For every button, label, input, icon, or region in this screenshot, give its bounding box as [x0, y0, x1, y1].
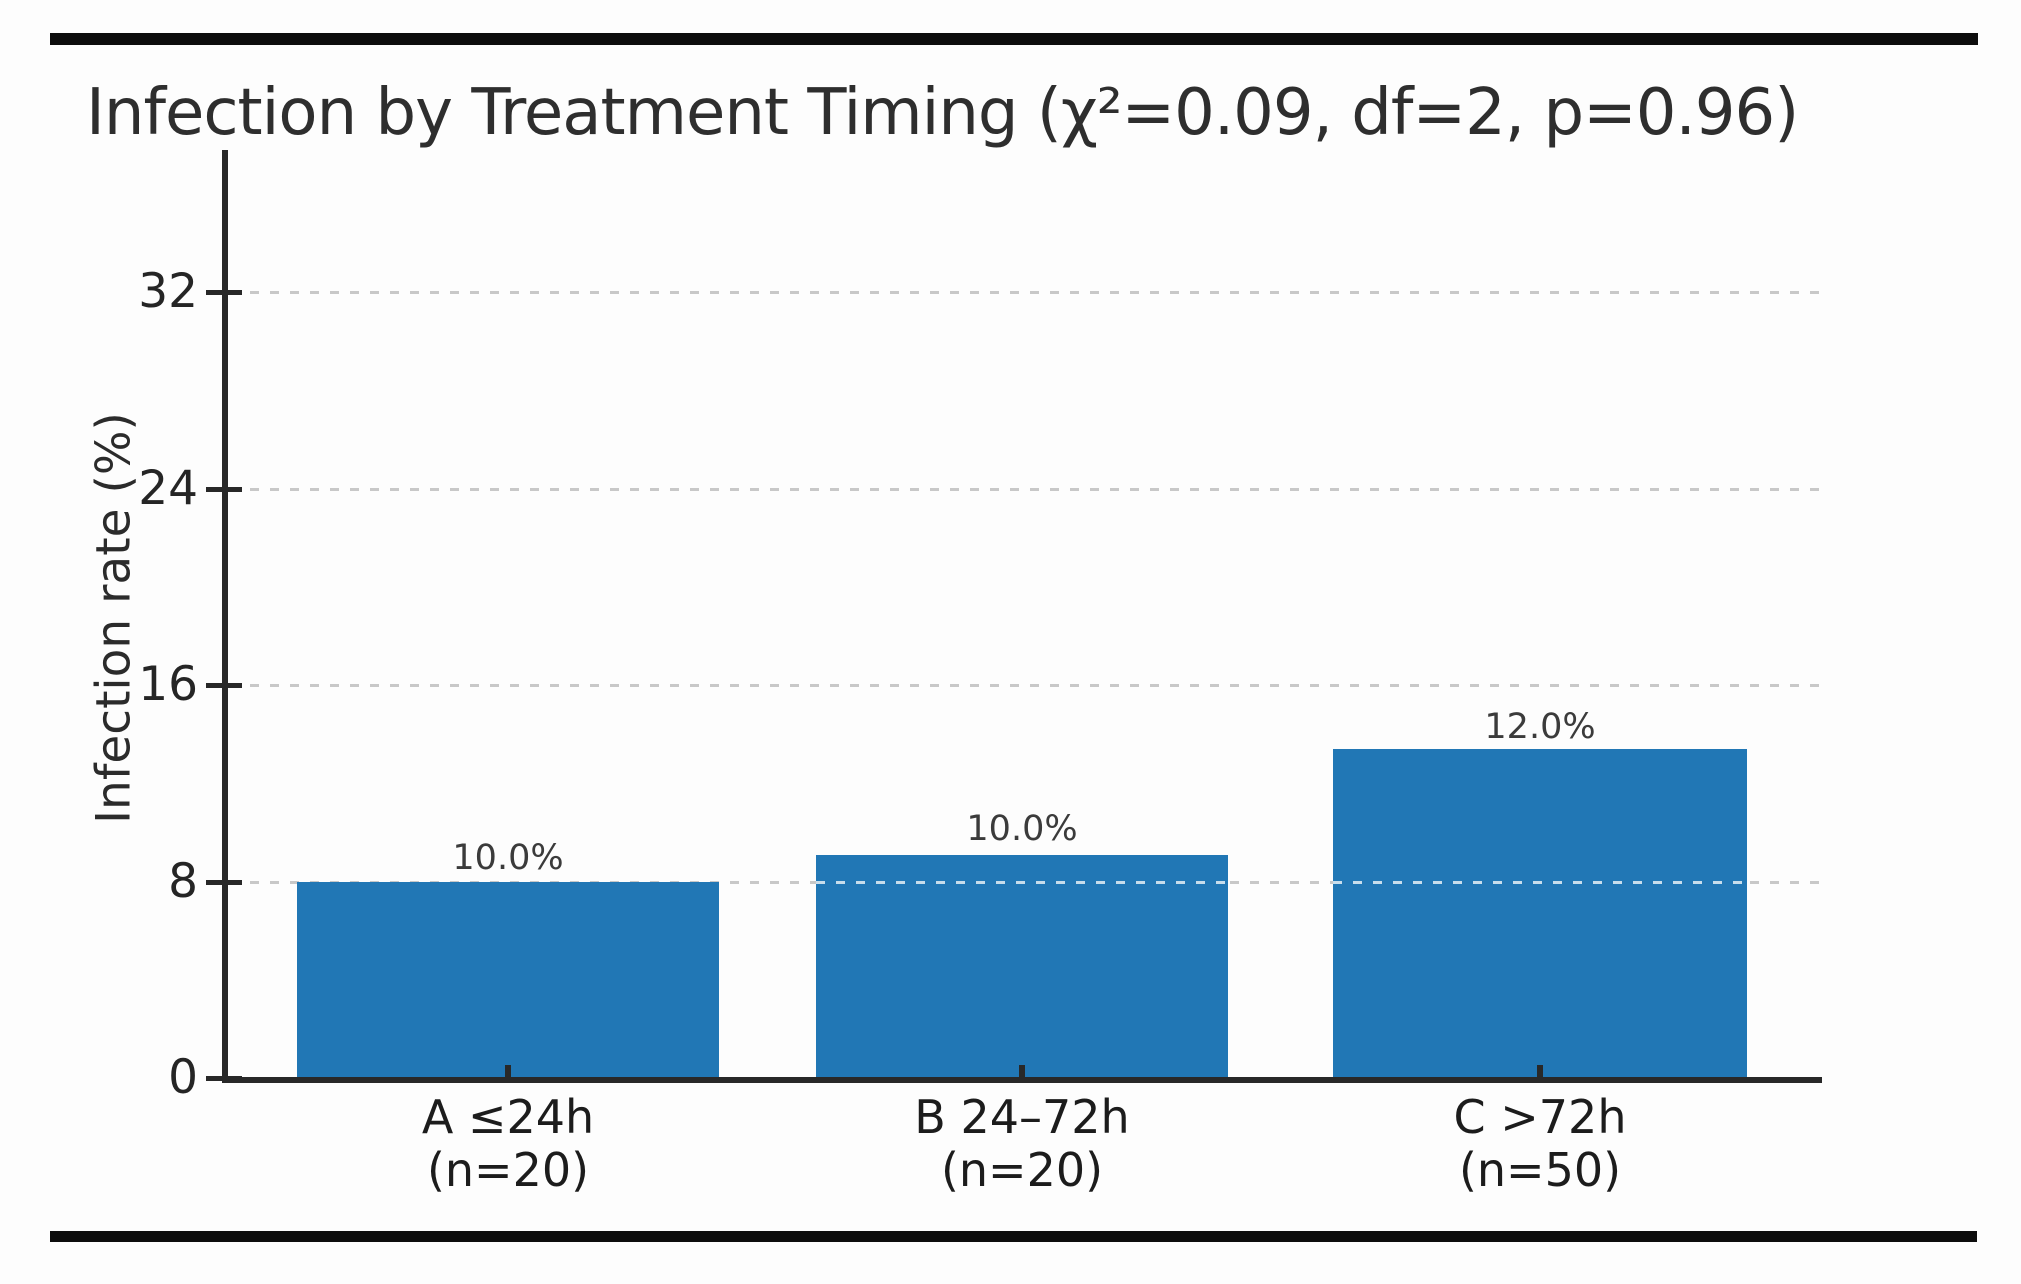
x-tick-label-line2-1: (n=20): [426, 1143, 590, 1197]
y-axis-spine: [222, 150, 228, 1083]
y-tick-label-0: 0: [168, 1050, 198, 1105]
y-gridline-24: [230, 487, 1820, 491]
gridline-over-bar-3: [1333, 880, 1747, 884]
y-tick-label-32: 32: [138, 264, 198, 320]
x-tick-label-1: A ≤24h (n=20): [288, 1091, 728, 1197]
x-tick-mark-2: [1019, 1065, 1025, 1078]
x-tick-label-2: B 24–72h (n=20): [802, 1091, 1242, 1197]
y-gridline-16: [230, 684, 1820, 688]
x-tick-label-line1-3: C >72h: [1453, 1090, 1627, 1144]
x-tick-label-line1-1: A ≤24h: [421, 1090, 595, 1144]
x-tick-mark-1: [505, 1065, 511, 1078]
x-tick-label-line1-2: B 24–72h: [914, 1090, 1130, 1144]
bar-value-label-3: 12.0%: [1484, 707, 1596, 747]
bar-value-label-2: 10.0%: [966, 809, 1078, 849]
y-tick-label-8: 8: [168, 853, 198, 909]
x-tick-label-line2-3: (n=50): [1458, 1143, 1622, 1197]
x-tick-mark-3: [1537, 1065, 1543, 1078]
top-divider-rule: [50, 33, 1978, 45]
bar-3: [1333, 749, 1747, 1077]
y-tick-label-16: 16: [138, 657, 198, 713]
bar-1: [297, 881, 719, 1077]
y-gridline-32: [230, 291, 1820, 295]
x-axis-spine: [222, 1077, 1822, 1083]
x-tick-label-line2-2: (n=20): [940, 1143, 1104, 1197]
bar-value-label-1: 10.0%: [452, 838, 564, 878]
x-tick-label-3: C >72h (n=50): [1320, 1091, 1760, 1197]
bottom-divider-rule: [50, 1231, 1977, 1242]
y-tick-label-24: 24: [138, 460, 198, 516]
chart-title: Infection by Treatment Timing (χ²=0.09, …: [86, 76, 1799, 150]
gridline-over-bar-2: [816, 880, 1228, 884]
bar-2: [816, 854, 1228, 1077]
